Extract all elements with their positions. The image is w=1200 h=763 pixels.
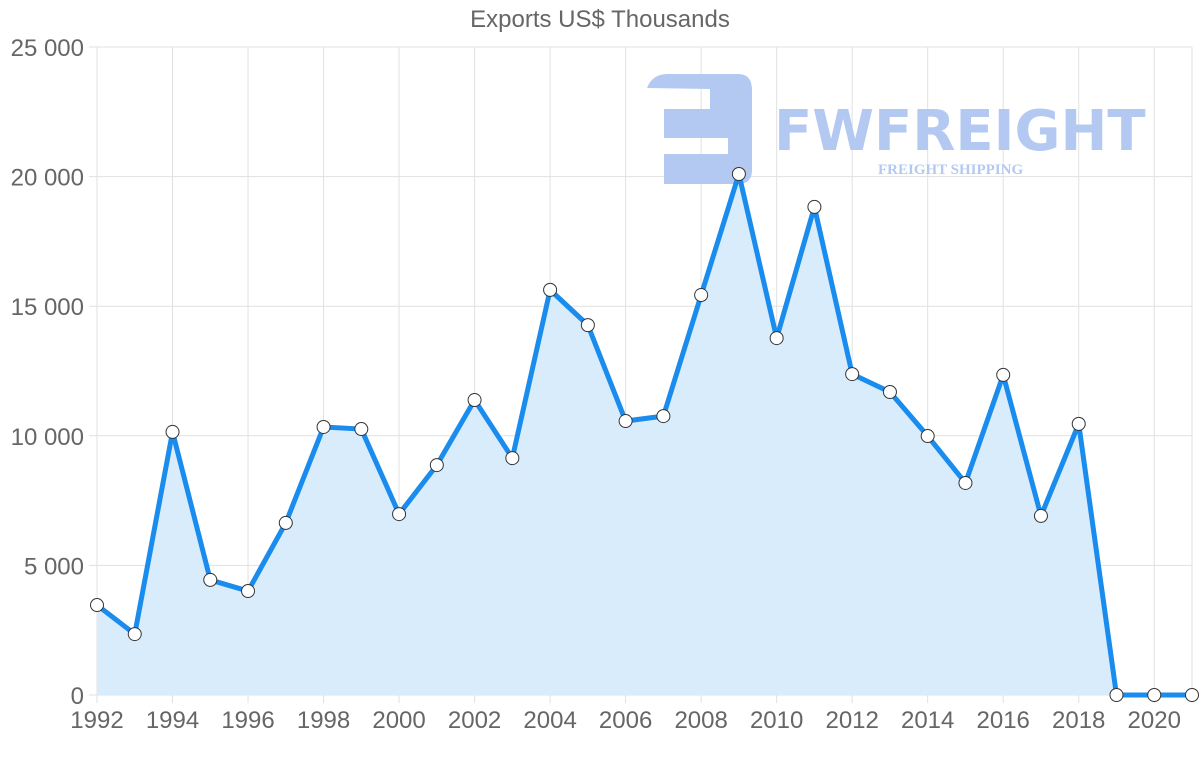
data-point-marker[interactable] <box>769 331 784 346</box>
data-point-marker[interactable] <box>165 424 180 439</box>
data-point-marker[interactable] <box>1033 508 1048 523</box>
data-point-marker[interactable] <box>958 475 973 490</box>
data-point-marker[interactable] <box>543 282 558 297</box>
data-point-marker[interactable] <box>807 199 822 214</box>
data-point-marker[interactable] <box>467 393 482 408</box>
x-tick-label: 2012 <box>825 707 878 734</box>
x-tick-label: 2020 <box>1128 707 1181 734</box>
x-tick-label: 2008 <box>674 707 727 734</box>
x-tick-label: 2000 <box>372 707 425 734</box>
x-tick-label: 2002 <box>448 707 501 734</box>
x-tick-label: 2014 <box>901 707 954 734</box>
x-tick-label: 2006 <box>599 707 652 734</box>
chart-title: Exports US$ Thousands <box>470 6 730 33</box>
data-point-marker[interactable] <box>316 419 331 434</box>
data-point-marker[interactable] <box>203 572 218 587</box>
logo-mark-icon <box>647 74 752 184</box>
data-point-marker[interactable] <box>278 515 293 530</box>
data-point-marker[interactable] <box>656 409 671 424</box>
x-tick-label: 2010 <box>750 707 803 734</box>
y-tick-label: 15 000 <box>11 294 84 321</box>
logo-tagline-text: FREIGHT SHIPPING <box>878 162 1023 178</box>
data-points <box>90 167 1199 702</box>
x-tick-label: 2004 <box>523 707 576 734</box>
x-tick-label: 2018 <box>1052 707 1105 734</box>
data-point-marker[interactable] <box>392 507 407 522</box>
data-point-marker[interactable] <box>127 627 142 642</box>
y-tick-label: 25 000 <box>11 35 84 62</box>
data-point-marker[interactable] <box>1147 688 1162 702</box>
data-point-marker[interactable] <box>580 318 595 333</box>
data-point-marker[interactable] <box>618 414 633 429</box>
data-line <box>95 171 1192 698</box>
data-point-marker[interactable] <box>694 288 709 303</box>
x-tick-label: 2016 <box>977 707 1030 734</box>
y-axis-ticks: 0 5 000 10 000 15 000 20 000 25 000 <box>11 35 84 710</box>
y-tick-label: 10 000 <box>11 424 84 451</box>
logo-brand-text: FWFREIGHT <box>774 99 1146 164</box>
data-point-marker[interactable] <box>429 458 444 473</box>
area-fill <box>97 174 1192 695</box>
y-tick-label: 0 <box>71 683 84 710</box>
data-point-marker[interactable] <box>1185 688 1199 702</box>
y-tick-label: 5 000 <box>24 553 84 580</box>
x-tick-label: 1992 <box>70 707 123 734</box>
x-tick-label: 1996 <box>221 707 274 734</box>
y-tick-label: 20 000 <box>11 165 84 192</box>
data-point-marker[interactable] <box>731 167 746 182</box>
data-point-marker[interactable] <box>241 584 256 599</box>
x-tick-label: 1994 <box>146 707 199 734</box>
data-point-marker[interactable] <box>845 367 860 382</box>
data-point-marker[interactable] <box>920 429 935 444</box>
data-point-marker[interactable] <box>354 422 369 437</box>
x-tick-label: 1998 <box>297 707 350 734</box>
data-point-marker[interactable] <box>1071 416 1086 431</box>
x-axis-ticks: 1992 1994 1996 1998 2000 2002 2004 2006 2008 2010… <box>70 707 1181 734</box>
fwfreight-watermark-logo: FWFREIGHT FREIGHT SHIPPING <box>647 74 1146 184</box>
data-point-marker[interactable] <box>882 384 897 399</box>
data-point-marker[interactable] <box>1109 688 1124 702</box>
data-point-marker[interactable] <box>505 451 520 466</box>
data-point-marker[interactable] <box>90 598 104 613</box>
data-point-marker[interactable] <box>996 367 1011 382</box>
